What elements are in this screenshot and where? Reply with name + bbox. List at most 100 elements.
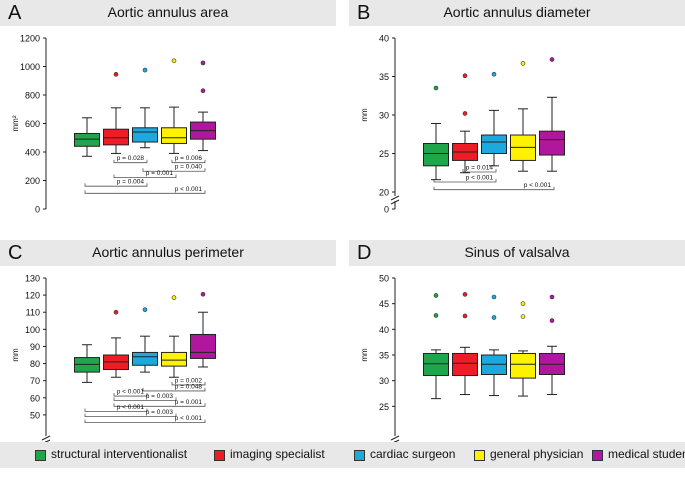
box: [481, 354, 507, 376]
y-tick-label: 80: [30, 359, 40, 369]
outlier-point: [462, 73, 468, 79]
y-tick-label: 70: [30, 376, 40, 386]
outlier-point: [113, 309, 119, 315]
y-tick-label: 0: [35, 205, 40, 215]
box: [452, 352, 478, 377]
boxplot-chart: 0 20 25 30 35 40 mm p = 0.014 p < 0.001 p < 0.001: [360, 34, 565, 215]
comparison-label: p = 0.014: [466, 164, 494, 171]
comparison-label: p < 0.001: [117, 404, 145, 411]
box: [132, 127, 158, 143]
comparison-bracket: [113, 397, 177, 401]
box: [481, 134, 507, 154]
comparison-bracket: [171, 381, 206, 386]
y-tick-label: 1000: [20, 62, 40, 72]
y-tick-label: 25: [379, 149, 389, 159]
box: [190, 333, 216, 359]
y-tick-label: 30: [379, 376, 389, 386]
comparison-bracket: [84, 190, 206, 194]
y-tick-label: 120: [25, 291, 40, 301]
legend-swatch: [474, 450, 485, 461]
panel-header: D Sinus of valsalva: [349, 240, 685, 266]
outlier-point: [433, 293, 439, 298]
panel-aortic-annulus-diameter: B Aortic annulus diameter 0 20 25 30 35 40 mm p…: [349, 0, 685, 235]
y-tick-label: 100: [25, 325, 40, 335]
comparison-label: p = 0.006: [175, 155, 203, 162]
box: [74, 132, 100, 147]
panel-letter: C: [8, 242, 23, 264]
outlier-point: [200, 88, 206, 94]
outlier-point: [549, 294, 555, 300]
box: [423, 142, 449, 167]
outlier-point: [433, 313, 439, 318]
y-axis-label: mm²: [11, 115, 20, 131]
box: [423, 352, 449, 377]
comparison-label: p = 0.002: [175, 377, 203, 384]
legend-swatch: [214, 450, 225, 461]
panel-letter: A: [8, 2, 22, 24]
legend-swatch: [35, 450, 46, 461]
comparison-label: p = 0.004: [117, 179, 145, 186]
outlier-point: [142, 307, 148, 312]
comparison-label: p = 0.003: [146, 393, 174, 400]
comparison-bracket: [84, 183, 148, 187]
panel-aortic-annulus-perimeter: C Aortic annulus perimeter 0506070809010…: [0, 240, 336, 475]
comparison-label: p = 0.001: [146, 170, 174, 177]
comparison-label: p < 0.001: [117, 389, 145, 396]
axis-break-mark: [390, 199, 400, 205]
comparison-bracket: [84, 413, 177, 417]
axis-break-mark: [390, 435, 400, 441]
outlier-point: [491, 315, 497, 320]
outlier-point: [171, 58, 177, 64]
outlier-point: [491, 71, 497, 77]
legend-label: structural interventionalist: [51, 447, 188, 461]
panel-header: B Aortic annulus diameter: [349, 0, 685, 26]
y-tick-label: 30: [379, 111, 389, 121]
y-tick-label: 60: [30, 393, 40, 403]
y-tick-label: 50: [30, 410, 40, 420]
panel-sinus-of-valsalva: D Sinus of valsalva 0253035404550mm: [349, 240, 685, 475]
y-tick-label: 130: [25, 274, 40, 284]
comparison-bracket: [142, 168, 206, 172]
axis-break-mark: [390, 195, 400, 201]
y-tick-label: 1200: [20, 34, 40, 44]
comparison-label: p < 0.001: [466, 174, 494, 181]
y-tick-label: 90: [30, 342, 40, 352]
outlier-point: [462, 313, 468, 319]
outlier-point: [549, 57, 555, 62]
panel-header: C Aortic annulus perimeter: [0, 240, 336, 266]
comparison-label: p = 0.040: [175, 164, 203, 171]
box: [510, 352, 536, 379]
outlier-point: [462, 111, 468, 116]
comparison-bracket: [171, 159, 206, 164]
outlier-point: [171, 295, 177, 300]
chart-title: Aortic annulus diameter: [443, 4, 591, 20]
y-tick-label: 40: [379, 34, 389, 44]
panel-aortic-annulus-area: A Aortic annulus area 0 200 400 600 800 1000 1…: [0, 0, 336, 235]
y-tick-label: 50: [379, 274, 389, 284]
chart-title: Sinus of valsalva: [464, 244, 570, 260]
comparison-bracket: [433, 186, 555, 191]
panel-header: A Aortic annulus area: [0, 0, 336, 26]
axis-break-mark: [41, 435, 51, 441]
comparison-bracket: [433, 178, 497, 183]
comparison-label: p = 0.028: [117, 155, 145, 162]
legend-label: cardiac surgeon: [370, 447, 456, 461]
comparison-bracket: [113, 403, 206, 407]
outlier-point: [200, 291, 206, 297]
comparison-bracket: [84, 408, 148, 412]
box: [161, 127, 187, 144]
outlier-point: [520, 301, 526, 306]
legend: structural interventionalist imaging spe…: [0, 442, 685, 468]
y-tick-label: 25: [379, 402, 389, 412]
outlier-point: [520, 61, 526, 66]
y-axis-label: mm: [360, 348, 369, 362]
comparison-label: p = 0.001: [175, 399, 203, 406]
comparison-label: p = 0.048: [175, 383, 203, 390]
y-tick-label: 200: [25, 176, 40, 186]
comparison-label: p < 0.001: [524, 182, 552, 189]
y-tick-label: 110: [26, 308, 40, 318]
comparison-bracket: [84, 419, 206, 423]
comparison-label: p < 0.001: [175, 415, 203, 422]
boxplot-chart: 0 200 400 600 800 1000 1200 mm² p = 0.028 p = 0.0…: [11, 34, 216, 215]
